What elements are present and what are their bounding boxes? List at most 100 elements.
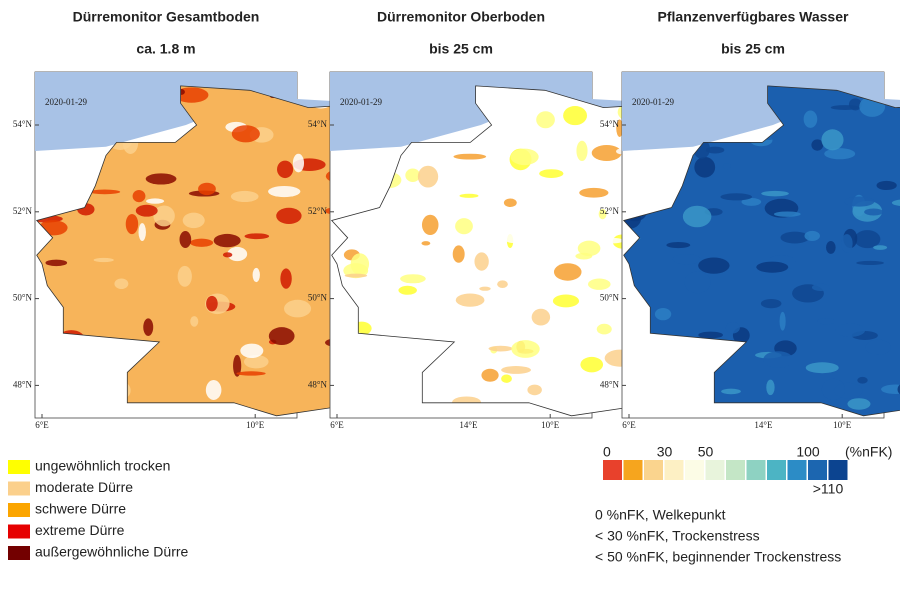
map-cell bbox=[132, 189, 146, 203]
panel-subtitle: ca. 1.8 m bbox=[136, 41, 195, 57]
map-cell bbox=[243, 355, 269, 369]
map-cell bbox=[766, 379, 775, 396]
panel-title: Dürremonitor Gesamtboden bbox=[73, 9, 260, 25]
map-cell bbox=[417, 165, 439, 188]
lon-label: 6°E bbox=[35, 420, 49, 430]
map-cell bbox=[421, 241, 431, 246]
map-cell bbox=[501, 374, 512, 383]
map-cell bbox=[268, 327, 295, 346]
map-cell bbox=[153, 205, 175, 227]
map-cell bbox=[601, 219, 608, 226]
lat-label: 50°N bbox=[13, 293, 33, 303]
legend-swatch bbox=[8, 546, 30, 560]
lat-label: 50°N bbox=[308, 293, 328, 303]
map-cell bbox=[213, 233, 241, 248]
map-cell bbox=[398, 285, 417, 295]
map-cell bbox=[421, 214, 439, 236]
map-cell bbox=[876, 180, 897, 191]
map-cell bbox=[503, 198, 517, 207]
map-cell bbox=[536, 111, 555, 129]
map-cell bbox=[481, 368, 499, 382]
map-cell bbox=[350, 253, 370, 275]
lon-label: 10°E bbox=[246, 420, 265, 430]
map-cell bbox=[240, 343, 264, 358]
scale-top-label: >110 bbox=[813, 481, 844, 497]
lat-label: 48°N bbox=[13, 379, 33, 389]
map-cell bbox=[821, 129, 844, 151]
map-cell bbox=[666, 242, 691, 249]
map-cell bbox=[672, 253, 701, 265]
legend-swatch bbox=[8, 503, 30, 517]
map-cell bbox=[280, 268, 292, 289]
map-cell bbox=[682, 205, 712, 228]
lon-label: 6°E bbox=[622, 420, 636, 430]
map-cell bbox=[590, 122, 600, 132]
map-cell bbox=[698, 331, 724, 339]
note: 0 %nFK, Welkepunkt bbox=[595, 507, 726, 523]
map-cell bbox=[93, 257, 114, 263]
map-cell bbox=[344, 273, 368, 278]
lat-label: 54°N bbox=[13, 119, 33, 129]
map-cell bbox=[497, 280, 508, 288]
scale-label: 100 bbox=[796, 444, 820, 460]
scale-swatch bbox=[746, 460, 766, 480]
lat-label: 52°N bbox=[600, 206, 620, 216]
map-cell bbox=[531, 308, 551, 326]
scale-label: 50 bbox=[698, 444, 714, 460]
map-cell bbox=[405, 168, 421, 182]
map-cell bbox=[579, 187, 609, 198]
map-cell bbox=[292, 153, 305, 173]
map-cell bbox=[760, 298, 782, 309]
map-cell bbox=[114, 278, 129, 290]
map-cell bbox=[684, 271, 711, 294]
map-cell bbox=[146, 198, 165, 204]
map-cell bbox=[522, 91, 552, 113]
map-cell bbox=[233, 354, 242, 377]
map-cell bbox=[227, 246, 248, 262]
map-cell bbox=[725, 321, 740, 334]
map-cell bbox=[190, 316, 199, 327]
map-cell bbox=[756, 261, 789, 273]
map-cell bbox=[763, 351, 793, 368]
map-cell bbox=[576, 140, 588, 162]
map-cell bbox=[222, 252, 233, 258]
legend-swatch bbox=[8, 524, 30, 539]
map-cell bbox=[344, 217, 358, 226]
map-cell bbox=[596, 323, 612, 335]
lon-label: 14°E bbox=[459, 420, 478, 430]
scale-unit: (%nFK) bbox=[845, 444, 892, 460]
country-fill bbox=[623, 85, 900, 416]
lat-label: 54°N bbox=[308, 119, 328, 129]
map-cell bbox=[803, 110, 818, 128]
lon-label: 6°E bbox=[330, 420, 344, 430]
map-cell bbox=[459, 193, 479, 198]
lon-label: 14°E bbox=[754, 420, 773, 430]
map-cell bbox=[205, 380, 222, 400]
map-date: 2020-01-29 bbox=[45, 97, 87, 107]
map-cell bbox=[741, 197, 762, 206]
map-cell bbox=[805, 362, 839, 374]
panel-title: Dürremonitor Oberboden bbox=[377, 9, 545, 25]
map-cell bbox=[608, 329, 626, 345]
map-cell bbox=[479, 286, 491, 291]
map-cell bbox=[511, 340, 540, 358]
map-cell bbox=[835, 323, 866, 337]
map-cell bbox=[811, 283, 830, 292]
map-cell bbox=[824, 148, 856, 160]
legend-label: außergewöhnliche Dürre bbox=[35, 544, 189, 560]
map-date: 2020-01-29 bbox=[340, 97, 382, 107]
map-cell bbox=[230, 190, 259, 203]
map-cell bbox=[854, 230, 881, 249]
sea bbox=[330, 72, 743, 152]
country-border bbox=[622, 85, 900, 417]
map-cell bbox=[780, 231, 810, 244]
map-cell bbox=[720, 193, 752, 201]
lat-label: 52°N bbox=[308, 206, 328, 216]
scale-swatch bbox=[623, 460, 643, 480]
legend-label: extreme Dürre bbox=[35, 522, 125, 538]
scale-label: 0 bbox=[603, 444, 611, 460]
map-cell bbox=[488, 345, 513, 352]
map-date: 2020-01-29 bbox=[632, 97, 674, 107]
map-cell bbox=[501, 366, 531, 374]
lon-label: 10°E bbox=[833, 420, 852, 430]
